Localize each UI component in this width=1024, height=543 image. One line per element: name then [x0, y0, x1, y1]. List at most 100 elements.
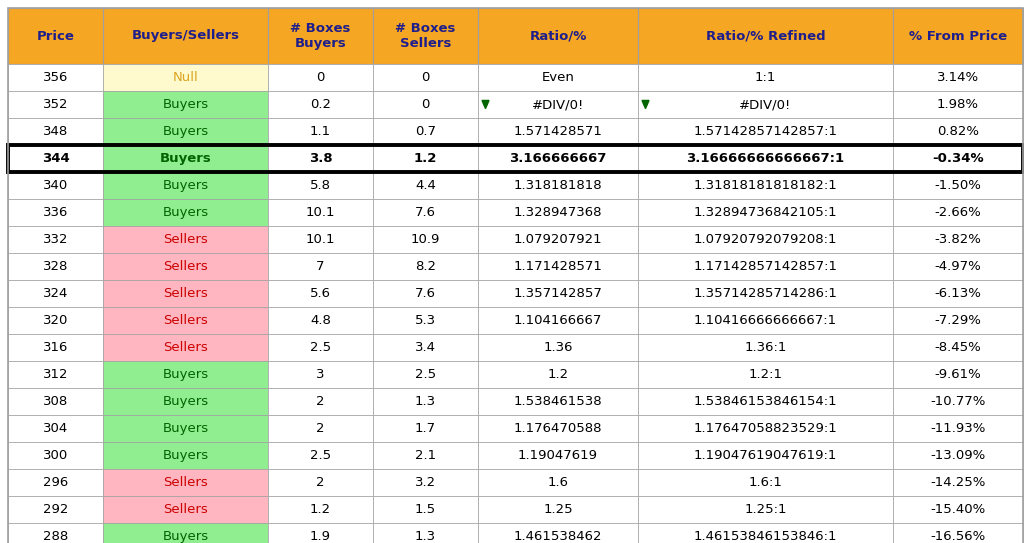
- Text: -6.13%: -6.13%: [935, 287, 981, 300]
- Text: 1.10416666666667:1: 1.10416666666667:1: [694, 314, 837, 327]
- Bar: [103, 118, 268, 145]
- Text: 1.3: 1.3: [415, 395, 436, 408]
- Text: 1.1: 1.1: [310, 125, 331, 138]
- Text: 1.6: 1.6: [548, 476, 568, 489]
- Text: 10.1: 10.1: [306, 233, 335, 246]
- Text: 3.2: 3.2: [415, 476, 436, 489]
- Bar: [478, 226, 638, 253]
- Text: 2: 2: [316, 476, 325, 489]
- Text: 2.5: 2.5: [310, 449, 331, 462]
- Bar: [893, 415, 1023, 442]
- Bar: [373, 469, 478, 496]
- Text: Ratio/% Refined: Ratio/% Refined: [706, 29, 825, 42]
- Bar: [638, 199, 893, 226]
- Text: 1:1: 1:1: [755, 71, 776, 84]
- Bar: [373, 118, 478, 145]
- Text: 5.8: 5.8: [310, 179, 331, 192]
- Bar: [373, 8, 478, 64]
- Bar: [373, 91, 478, 118]
- Text: 0.82%: 0.82%: [937, 125, 979, 138]
- Bar: [103, 280, 268, 307]
- Bar: [638, 442, 893, 469]
- Bar: [638, 523, 893, 543]
- Bar: [893, 469, 1023, 496]
- Bar: [478, 172, 638, 199]
- Bar: [103, 361, 268, 388]
- Text: Buyers: Buyers: [160, 152, 211, 165]
- Text: 2.5: 2.5: [310, 341, 331, 354]
- Bar: [268, 145, 373, 172]
- Bar: [103, 469, 268, 496]
- Bar: [893, 280, 1023, 307]
- Text: -15.40%: -15.40%: [931, 503, 986, 516]
- Bar: [478, 361, 638, 388]
- Text: -2.66%: -2.66%: [935, 206, 981, 219]
- Text: % From Price: % From Price: [909, 29, 1007, 42]
- Text: 0: 0: [421, 71, 430, 84]
- Bar: [478, 118, 638, 145]
- Bar: [373, 388, 478, 415]
- Bar: [8, 334, 103, 361]
- Bar: [893, 64, 1023, 91]
- Bar: [478, 307, 638, 334]
- Text: Ratio/%: Ratio/%: [529, 29, 587, 42]
- Text: 1.31818181818182:1: 1.31818181818182:1: [693, 179, 838, 192]
- Bar: [478, 496, 638, 523]
- Text: 320: 320: [43, 314, 69, 327]
- Text: 1.2: 1.2: [310, 503, 331, 516]
- Bar: [268, 523, 373, 543]
- Bar: [103, 415, 268, 442]
- Bar: [8, 118, 103, 145]
- Bar: [638, 226, 893, 253]
- Bar: [8, 496, 103, 523]
- Text: #DIV/0!: #DIV/0!: [531, 98, 584, 111]
- Text: 324: 324: [43, 287, 69, 300]
- Text: # Boxes
Buyers: # Boxes Buyers: [291, 22, 350, 50]
- Text: Buyers: Buyers: [163, 395, 209, 408]
- Bar: [373, 172, 478, 199]
- Bar: [638, 118, 893, 145]
- Text: 348: 348: [43, 125, 69, 138]
- Bar: [638, 91, 893, 118]
- Bar: [893, 523, 1023, 543]
- Bar: [478, 8, 638, 64]
- Bar: [893, 253, 1023, 280]
- Bar: [103, 172, 268, 199]
- Text: 312: 312: [43, 368, 69, 381]
- Bar: [268, 253, 373, 280]
- Bar: [8, 226, 103, 253]
- Text: 1.461538462: 1.461538462: [514, 530, 602, 543]
- Bar: [103, 91, 268, 118]
- Text: -8.45%: -8.45%: [935, 341, 981, 354]
- Bar: [638, 253, 893, 280]
- Bar: [638, 8, 893, 64]
- Text: 1.36: 1.36: [544, 341, 572, 354]
- Text: 4.4: 4.4: [415, 179, 436, 192]
- Bar: [373, 361, 478, 388]
- Text: 1.104166667: 1.104166667: [514, 314, 602, 327]
- Text: 2: 2: [316, 422, 325, 435]
- Text: 1.5: 1.5: [415, 503, 436, 516]
- Bar: [893, 442, 1023, 469]
- Bar: [893, 226, 1023, 253]
- Text: Buyers: Buyers: [163, 449, 209, 462]
- Bar: [638, 172, 893, 199]
- Bar: [893, 307, 1023, 334]
- Text: Even: Even: [542, 71, 574, 84]
- Bar: [103, 307, 268, 334]
- Bar: [103, 442, 268, 469]
- Bar: [268, 172, 373, 199]
- Text: 1.25:1: 1.25:1: [744, 503, 786, 516]
- Bar: [893, 172, 1023, 199]
- Text: 0: 0: [421, 98, 430, 111]
- Text: 352: 352: [43, 98, 69, 111]
- Text: -0.34%: -0.34%: [932, 152, 984, 165]
- Text: 1.357142857: 1.357142857: [514, 287, 602, 300]
- Bar: [268, 91, 373, 118]
- Text: 3: 3: [316, 368, 325, 381]
- Bar: [373, 334, 478, 361]
- Text: Buyers/Sellers: Buyers/Sellers: [131, 29, 240, 42]
- Bar: [373, 253, 478, 280]
- Text: Buyers: Buyers: [163, 368, 209, 381]
- Text: Sellers: Sellers: [163, 476, 208, 489]
